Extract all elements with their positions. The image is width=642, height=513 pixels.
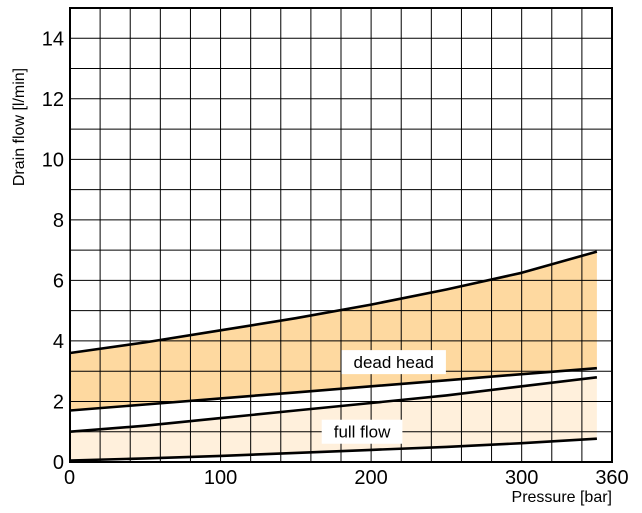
y-tick-label: 12 — [42, 89, 64, 111]
band-boundary-lines — [69, 250, 598, 462]
x-axis-label: Pressure [bar] — [512, 489, 612, 506]
y-tick-label: 10 — [42, 149, 64, 171]
dead-head-upper-line — [69, 250, 598, 355]
tick-labels: 0 100 200 300 360 0 2 4 6 8 10 12 14 — [42, 28, 629, 489]
full-flow-upper-line — [69, 376, 598, 433]
x-tick-label: 300 — [505, 467, 538, 489]
full-flow-band-area — [70, 377, 597, 461]
x-tick-label: 360 — [595, 467, 628, 489]
annotation-box — [341, 350, 446, 375]
annotation-box — [321, 419, 403, 444]
y-tick-label: 8 — [53, 210, 64, 232]
y-tick-label: 4 — [53, 331, 64, 353]
y-tick-label: 6 — [53, 270, 64, 292]
dead-head-lower-line — [69, 366, 598, 412]
annotation-dead-head: dead head — [341, 350, 446, 375]
y-tick-label: 2 — [53, 391, 64, 413]
full-flow-lower-line — [69, 437, 597, 462]
plot-frame — [69, 7, 613, 463]
y-tick-label: 14 — [42, 28, 64, 50]
annotation-label: full flow — [334, 423, 391, 442]
annotation-full-flow: full flow — [321, 419, 403, 444]
x-tick-label: 0 — [64, 467, 75, 489]
x-tick-label: 200 — [354, 467, 387, 489]
y-tick-label: 0 — [53, 452, 64, 474]
annotation-label: dead head — [354, 353, 434, 372]
y-axis-label: Drain flow [l/min] — [11, 68, 28, 186]
x-tick-label: 100 — [204, 467, 237, 489]
annotations: dead head full flow — [321, 350, 446, 444]
